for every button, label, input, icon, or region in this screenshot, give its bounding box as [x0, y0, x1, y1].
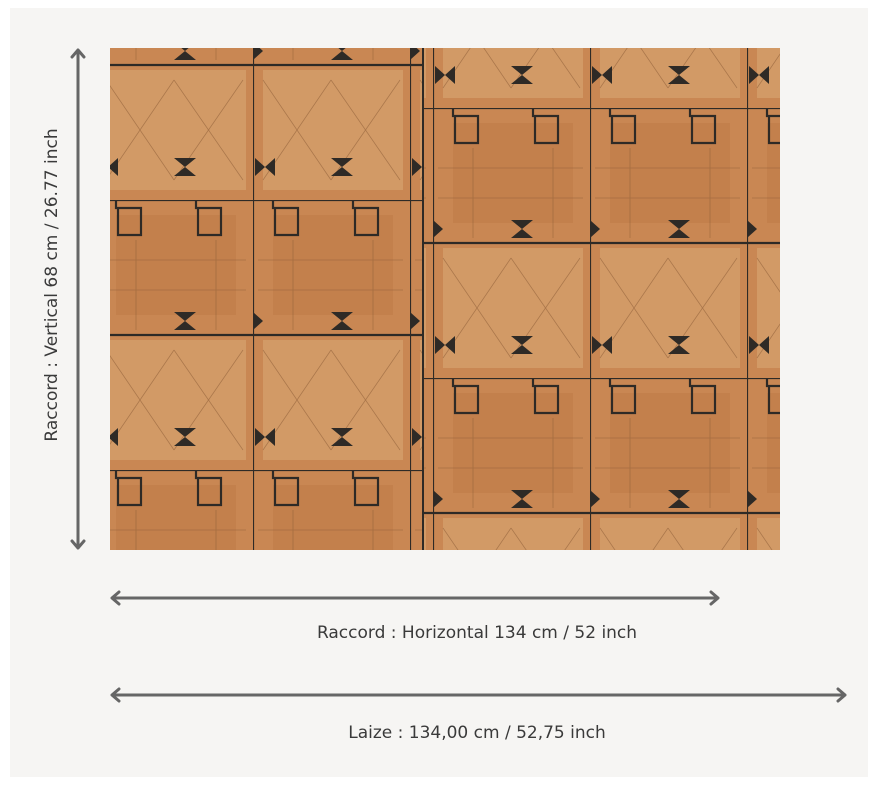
vertical-label: Raccord : Vertical 68 cm / 26.77 inch: [42, 128, 62, 441]
width-label: Laize : 134,00 cm / 52,75 inch: [348, 723, 606, 743]
pattern-image: [110, 48, 780, 550]
horizontal-arrow: [110, 590, 720, 606]
width-arrow: [110, 687, 847, 703]
vertical-arrow: [70, 48, 86, 550]
horizontal-label: Raccord : Horizontal 134 cm / 52 inch: [317, 623, 637, 643]
